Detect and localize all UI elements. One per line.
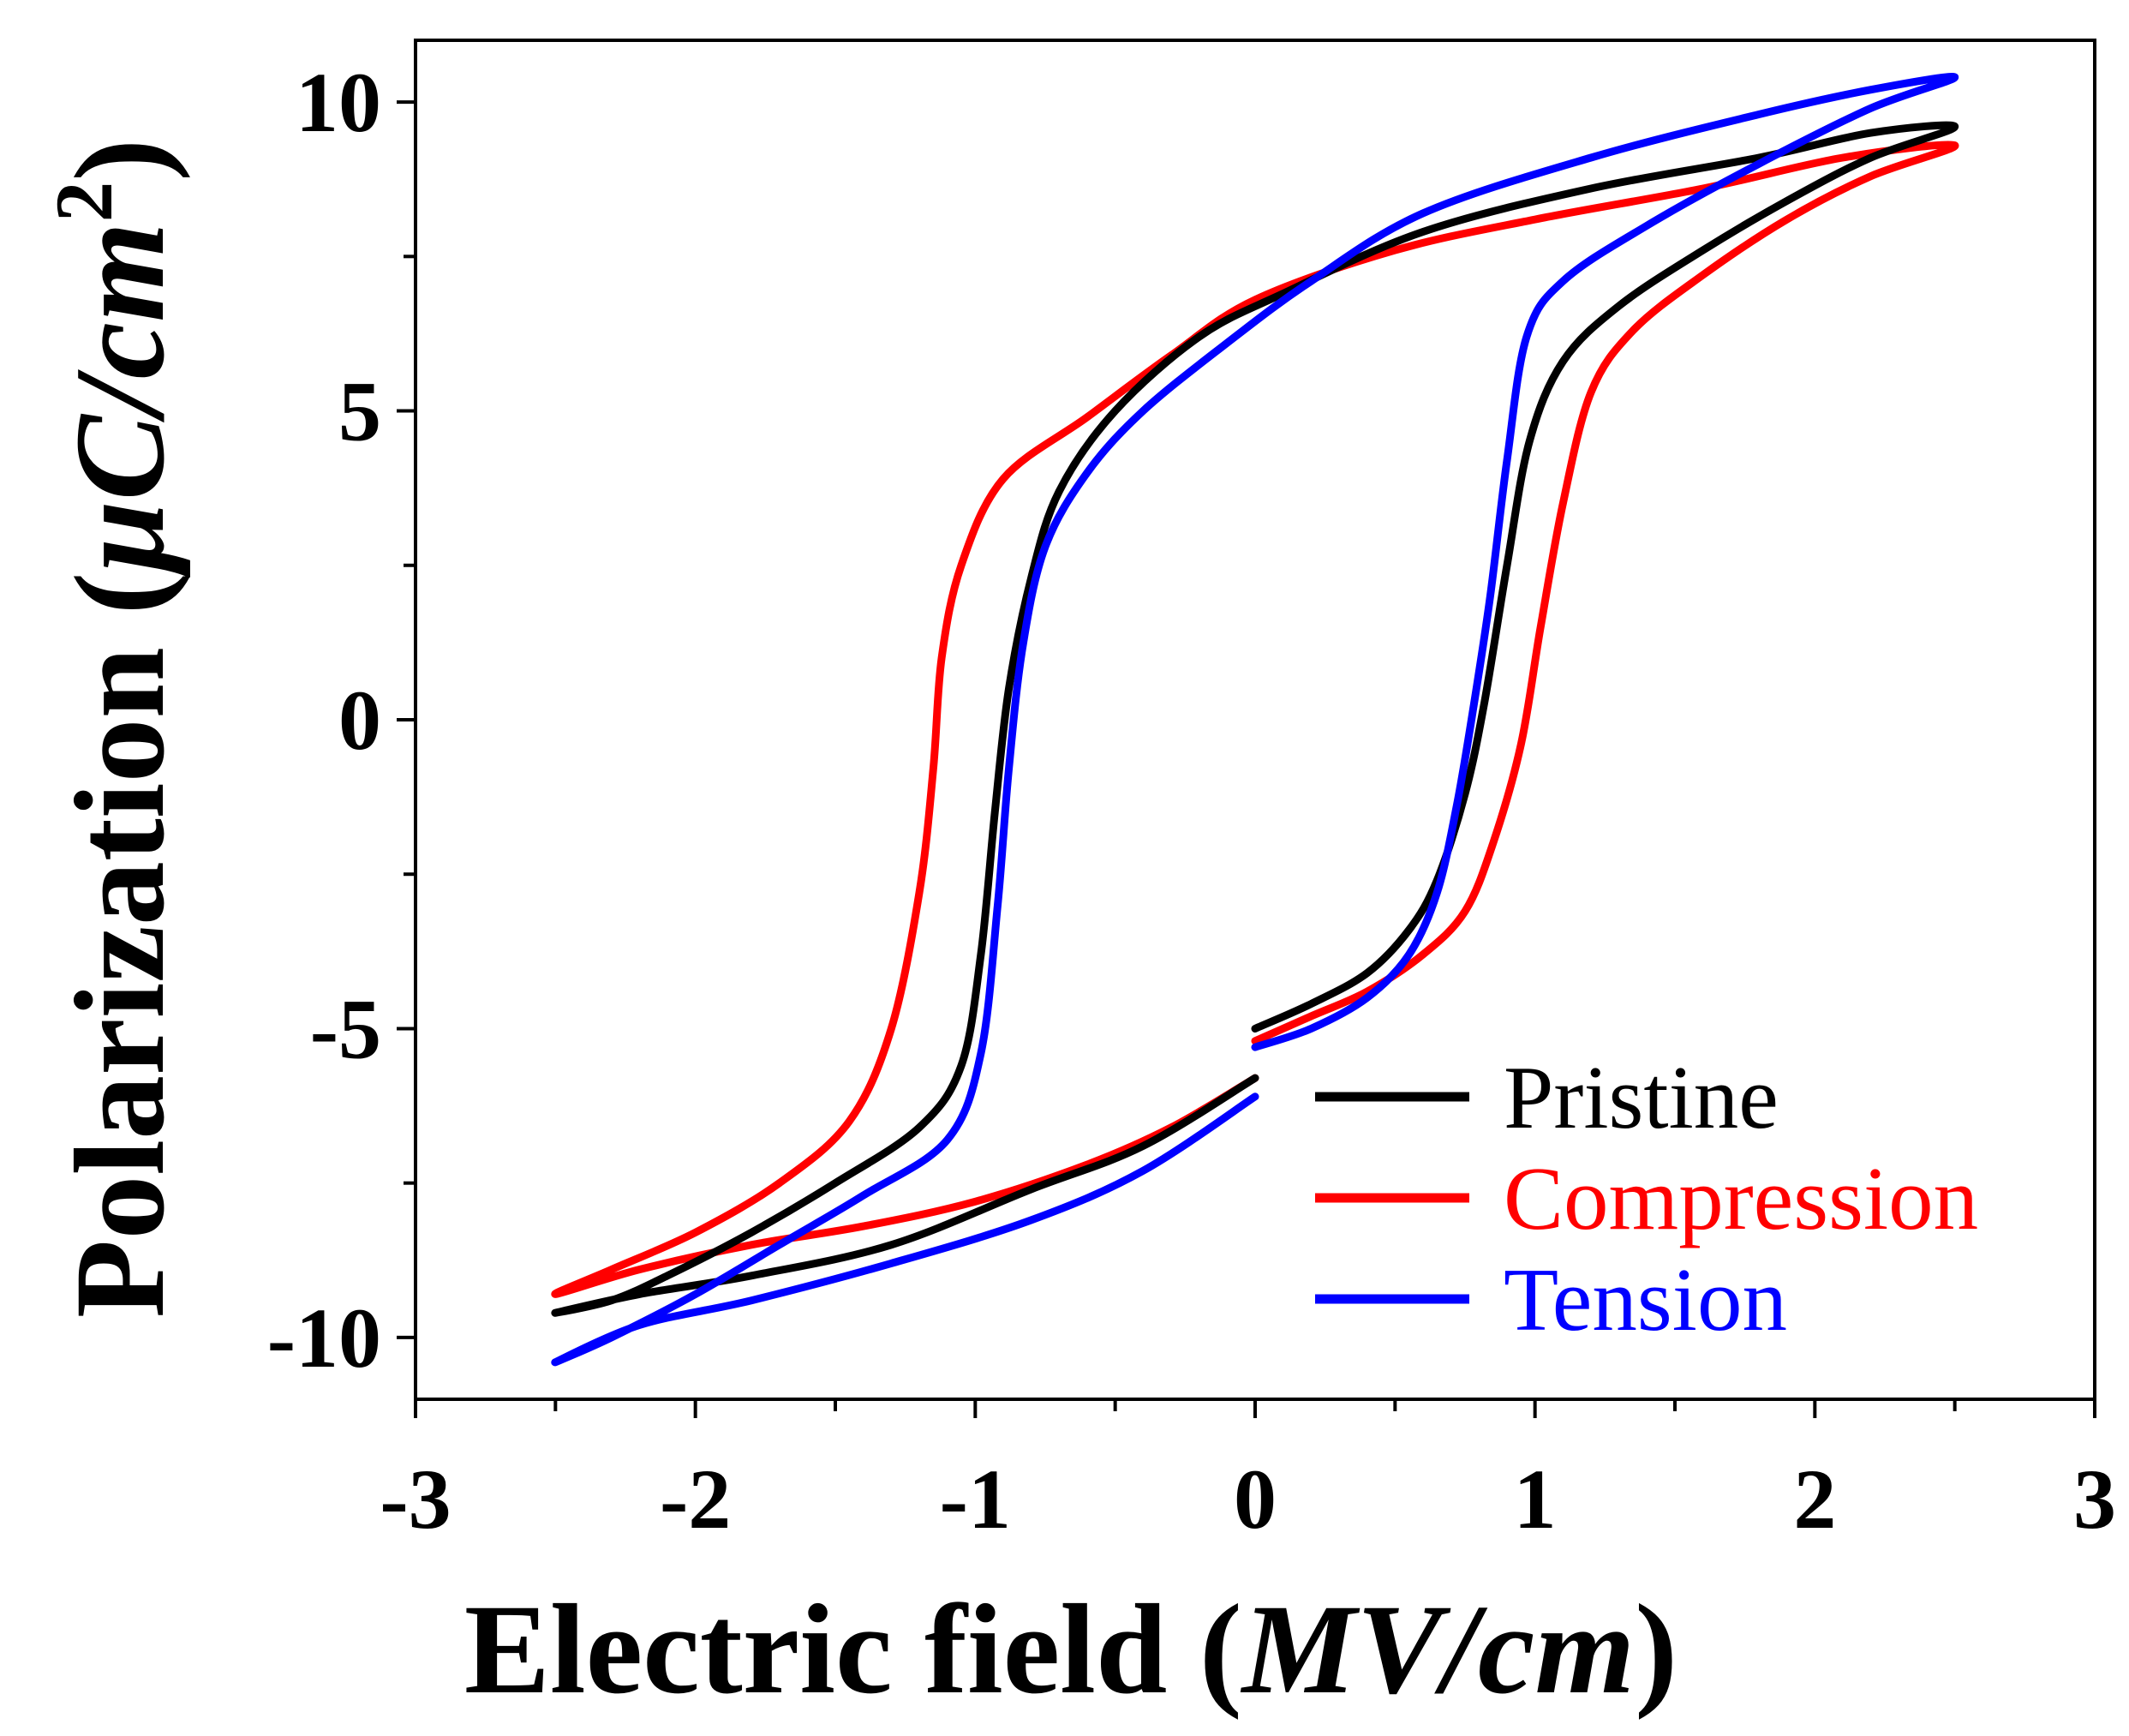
x-tick-label: 0 — [1234, 1452, 1277, 1547]
x-tick-label: 1 — [1514, 1452, 1557, 1547]
y-tick-label: -10 — [267, 1290, 381, 1386]
x-tick-label: -3 — [380, 1452, 451, 1547]
x-axis-title: Electric field (MV/cm) — [464, 1578, 1677, 1721]
legend-label-pristine: Pristine — [1504, 1047, 1779, 1147]
x-axis-title-main: Electric field ( — [464, 1578, 1242, 1721]
y-axis-title: Polarization (μC/cm2) — [39, 139, 191, 1319]
y-tick-label: 10 — [296, 55, 381, 150]
y-tick-label: -5 — [310, 981, 381, 1076]
x-tick-label: -2 — [660, 1452, 731, 1547]
y-tick-label: 5 — [338, 364, 381, 459]
series-line-pristine — [551, 121, 1959, 1317]
y-tick-label: 0 — [338, 673, 381, 768]
axis-ticks — [397, 100, 2096, 1418]
x-tick-label: -1 — [940, 1452, 1011, 1547]
y-axis-title-superscript: 2 — [39, 182, 129, 223]
legend-label-compression: Compression — [1504, 1148, 1978, 1248]
x-tick-label: 3 — [2073, 1452, 2116, 1547]
legend-label-tension: Tension — [1504, 1249, 1787, 1350]
x-tick-label: 2 — [1793, 1452, 1836, 1547]
y-axis-title-close: ) — [49, 139, 191, 182]
x-axis-title-close: ) — [1635, 1578, 1677, 1721]
plot-curves — [551, 73, 1959, 1367]
y-axis-title-mu: μ — [49, 500, 191, 578]
plot-frame — [414, 39, 2096, 1401]
y-axis-title-unit: C/cm — [49, 222, 191, 500]
x-axis-title-unit: MV/cm — [1241, 1578, 1635, 1721]
y-axis-title-main: Polarization ( — [49, 572, 191, 1319]
series-line-tension — [551, 73, 1959, 1367]
